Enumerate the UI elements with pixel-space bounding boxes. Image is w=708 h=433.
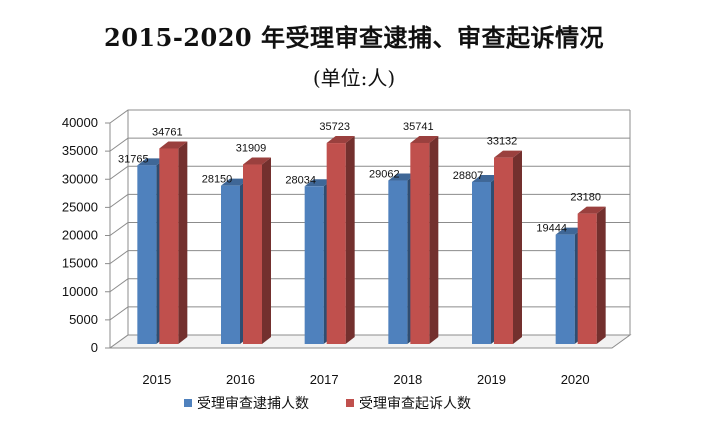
legend-swatch [346,399,354,407]
gridline [109,278,630,293]
gridline [109,306,630,321]
gridline [109,250,630,265]
data-label: 29062 [369,169,400,181]
gridline [109,137,630,152]
x-tick-label: 2017 [310,372,339,387]
y-tick-label: 5000 [69,312,98,327]
y-tick-label: 30000 [62,171,98,186]
chart-subtitle: (单位:人) [312,66,396,90]
chart-floor [108,334,632,349]
y-tick-label: 0 [91,340,98,355]
data-label: 19444 [536,223,567,235]
bar [159,141,188,344]
x-tick-label: 2020 [561,372,590,387]
data-label: 35741 [403,121,434,133]
data-label: 33132 [487,136,518,148]
x-tick-label: 2018 [393,372,422,387]
x-tick-label: 2019 [477,372,506,387]
legend-swatch [184,399,192,407]
y-tick-label: 40000 [62,115,98,130]
x-tick-label: 2015 [142,372,171,387]
data-label: 28034 [285,174,316,186]
bar [410,135,439,344]
bar [577,206,606,344]
y-tick-label: 10000 [62,284,98,299]
bar [243,157,271,344]
legend-entry: 受理审查逮捕人数 [197,396,309,412]
data-label: 28807 [453,170,484,182]
y-tick-label: 25000 [62,199,98,214]
y-tick-label: 35000 [62,143,98,158]
y-tick-label: 20000 [62,228,98,243]
y-tick-label: 15000 [62,256,98,271]
data-label: 35723 [319,121,350,133]
x-tick-label: 2016 [226,372,255,387]
gridline [109,109,630,124]
bar [326,136,355,344]
data-label: 23180 [570,192,601,204]
data-label: 34761 [152,126,183,138]
data-label: 31909 [236,143,267,155]
chart-title: 2015-2020 年受理审查逮捕、审查起诉情况 [104,23,604,52]
gridline [109,193,630,208]
bar [494,150,522,344]
legend-entry: 受理审查起诉人数 [359,396,471,412]
data-label: 31765 [118,153,149,165]
data-label: 28150 [202,174,233,186]
